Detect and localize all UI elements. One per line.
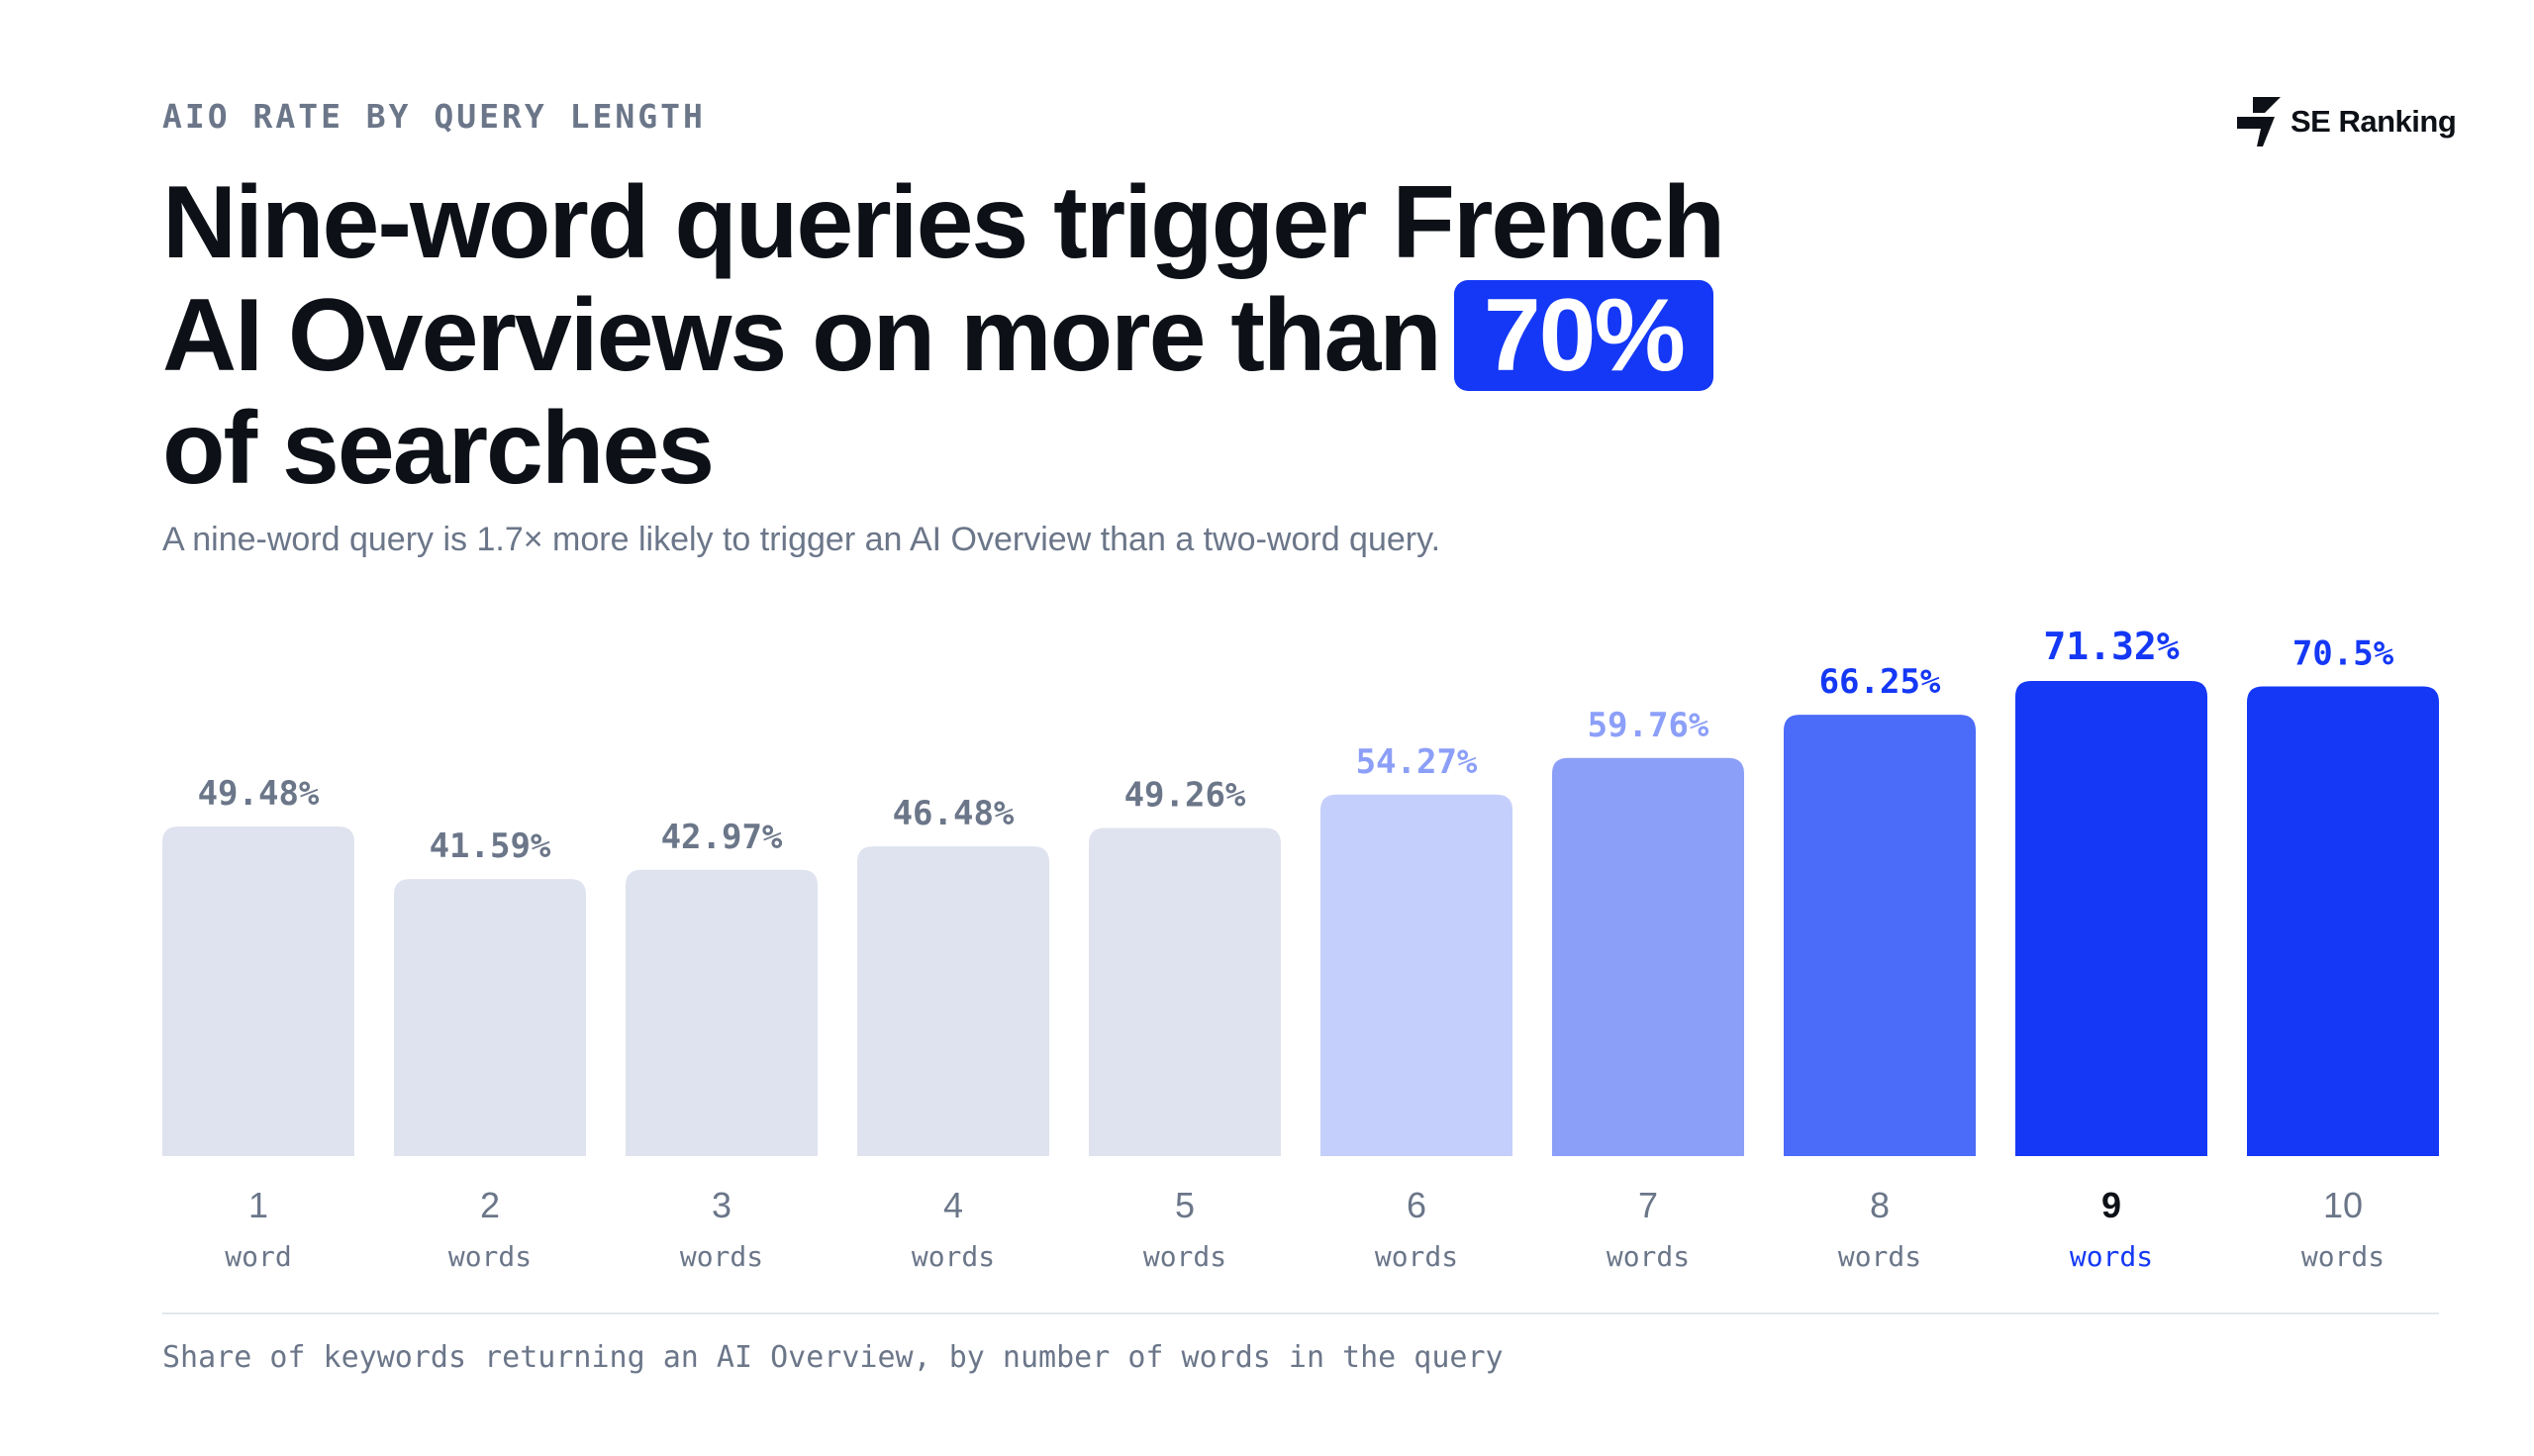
bar-10-words (2247, 686, 2439, 1156)
bar-4-words (857, 846, 1049, 1156)
title-line-1: Nine-word queries trigger French (162, 165, 1725, 280)
page-title: Nine-word queries trigger French AI Over… (162, 165, 1725, 506)
x-tick-sublabel-7: words (1607, 1240, 1690, 1273)
data-label-5: 49.26% (1124, 775, 1246, 815)
se-ranking-logo-icon (2237, 97, 2281, 146)
title-line-3: of searches (162, 391, 715, 506)
x-tick-label-7: 7 (1638, 1185, 1658, 1225)
footer-divider (162, 1312, 2439, 1314)
x-tick-sublabel-1: word (225, 1240, 291, 1273)
title-line-2-text: AI Overviews on more than (162, 278, 1442, 393)
data-label-2: 41.59% (430, 826, 551, 866)
chart-eyebrow: AIO RATE BY QUERY LENGTH (162, 97, 706, 136)
x-tick-sublabel-8: words (1838, 1240, 1921, 1273)
data-label-8: 66.25% (1819, 662, 1941, 702)
bar-7-words (1552, 757, 1744, 1156)
data-label-10: 70.5% (2292, 634, 2394, 674)
x-tick-label-10: 10 (2323, 1185, 2363, 1225)
x-tick-sublabel-2: words (448, 1240, 532, 1273)
x-tick-sublabel-10: words (2301, 1240, 2385, 1273)
data-label-6: 54.27% (1356, 742, 1478, 782)
bar-8-words (1784, 715, 1976, 1156)
bar-1-words (162, 825, 354, 1156)
bar-6-words (1320, 794, 1512, 1156)
x-tick-label-3: 3 (712, 1185, 731, 1225)
x-tick-sublabel-5: words (1143, 1240, 1226, 1273)
title-highlight-badge: 70% (1453, 280, 1713, 391)
data-label-1: 49.48% (198, 774, 320, 814)
brand-logo: SE Ranking (2235, 97, 2457, 146)
title-line-2: AI Overviews on more than 70% (162, 279, 1723, 392)
x-tick-sublabel-6: words (1375, 1240, 1458, 1273)
data-label-7: 59.76% (1588, 706, 1709, 745)
chart-subtitle: A nine-word query is 1.7× more likely to… (162, 521, 1441, 558)
x-tick-label-2: 2 (480, 1185, 500, 1225)
x-tick-sublabel-3: words (680, 1240, 763, 1273)
x-tick-label-4: 4 (943, 1185, 963, 1225)
x-tick-label-5: 5 (1175, 1185, 1195, 1225)
x-tick-sublabel-9: words (2070, 1240, 2153, 1273)
bar-2-words (394, 879, 586, 1156)
brand-name: SE Ranking (2290, 104, 2457, 139)
bar-3-words (626, 869, 818, 1156)
x-tick-label-9: 9 (2101, 1185, 2121, 1225)
chart-footnote: Share of keywords returning an AI Overvi… (162, 1340, 1504, 1375)
x-tick-sublabel-4: words (912, 1240, 995, 1273)
data-label-9: 71.32% (2043, 625, 2179, 668)
data-label-3: 42.97% (661, 818, 783, 857)
x-tick-label-1: 1 (248, 1185, 268, 1225)
bar-5-words (1089, 827, 1281, 1156)
x-tick-label-6: 6 (1407, 1185, 1426, 1225)
x-tick-label-8: 8 (1870, 1185, 1890, 1225)
data-label-4: 46.48% (893, 794, 1015, 833)
bar-9-words (2015, 681, 2207, 1156)
